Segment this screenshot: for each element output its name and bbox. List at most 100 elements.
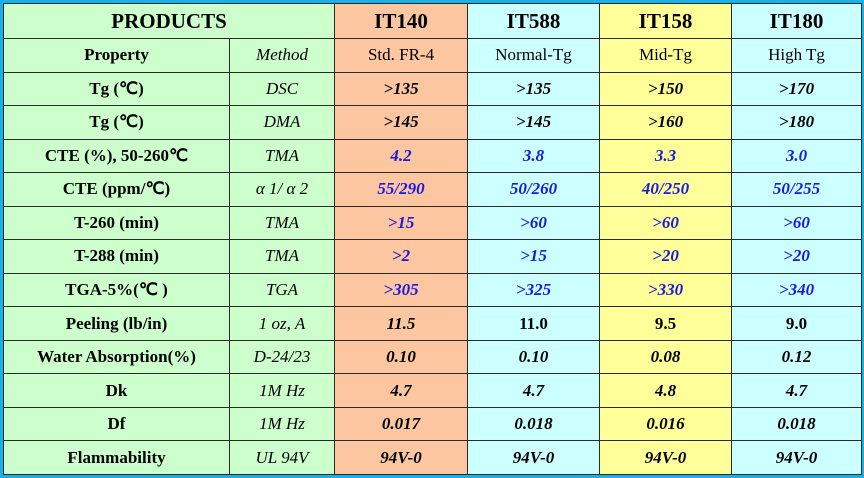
value-cell: >15 <box>467 239 601 274</box>
table-row: Water Absorption(%) D-24/23 0.10 0.10 0.08 0.… <box>3 339 863 375</box>
table-row: Dk 1M Hz 4.7 4.7 4.8 4.7 <box>3 373 863 408</box>
value-cell: 11.5 <box>334 306 469 341</box>
property-cell: Peeling (lb/in) <box>3 306 230 341</box>
value-cell: >145 <box>467 105 601 140</box>
table-row: Flammability UL 94V 94V-0 94V-0 94V-0 94V-0 <box>3 440 863 475</box>
method-cell: TMA <box>228 205 336 241</box>
table-body: Property Method Std. FR-4 Normal-Tg Mid-Tg Hi… <box>3 38 863 475</box>
value-cell: >135 <box>467 71 601 107</box>
value-cell: 94V-0 <box>334 440 469 475</box>
properties-table: PRODUCTS IT140 IT588 IT158 IT180 Propert… <box>2 3 863 475</box>
header-title: PRODUCTS <box>2 3 336 39</box>
value-cell: 0.018 <box>731 406 863 442</box>
value-cell: 0.12 <box>731 339 863 375</box>
value-cell: >150 <box>599 71 733 107</box>
method-cell: TGA <box>228 272 336 308</box>
value-cell: 4.8 <box>599 373 733 408</box>
table-row: Tg (℃) DSC >135 >135 >150 >170 <box>3 71 863 107</box>
method-cell: TMA <box>228 138 336 174</box>
method-cell: TMA <box>228 239 336 274</box>
value-cell: 0.10 <box>334 339 469 375</box>
value-cell: 3.0 <box>731 138 863 174</box>
value-cell: Std. FR-4 <box>334 38 469 73</box>
header-product: IT180 <box>731 3 863 39</box>
header-row: PRODUCTS IT140 IT588 IT158 IT180 <box>2 3 863 39</box>
property-cell: TGA-5%(℃ ) <box>3 272 230 308</box>
property-cell: Df <box>3 406 230 442</box>
property-cell: Dk <box>3 373 230 408</box>
value-cell: >20 <box>599 239 733 274</box>
value-cell: >15 <box>334 205 469 241</box>
value-cell: 4.7 <box>334 373 469 408</box>
method-cell: Method <box>228 38 336 73</box>
property-cell: Tg (℃) <box>3 71 230 107</box>
method-cell: 1M Hz <box>228 406 336 442</box>
value-cell: >160 <box>599 105 733 140</box>
property-cell: Property <box>3 38 230 73</box>
value-cell: 55/290 <box>334 172 469 207</box>
value-cell: >340 <box>731 272 863 308</box>
property-cell: T-260 (min) <box>3 205 230 241</box>
property-cell: Flammability <box>3 440 230 475</box>
value-cell: 9.0 <box>731 306 863 341</box>
value-cell: 4.7 <box>467 373 601 408</box>
table-row: T-288 (min) TMA >2 >15 >20 >20 <box>3 239 863 274</box>
value-cell: >330 <box>599 272 733 308</box>
value-cell: Normal-Tg <box>467 38 601 73</box>
header-product: IT140 <box>334 3 469 39</box>
value-cell: >60 <box>731 205 863 241</box>
table-row: Property Method Std. FR-4 Normal-Tg Mid-Tg Hi… <box>3 38 863 73</box>
method-cell: UL 94V <box>228 440 336 475</box>
value-cell: >60 <box>599 205 733 241</box>
value-cell: 0.08 <box>599 339 733 375</box>
value-cell: >135 <box>334 71 469 107</box>
table-row: T-260 (min) TMA >15 >60 >60 >60 <box>3 205 863 241</box>
value-cell: >325 <box>467 272 601 308</box>
value-cell: >180 <box>731 105 863 140</box>
method-cell: 1M Hz <box>228 373 336 408</box>
value-cell: >20 <box>731 239 863 274</box>
table-row: TGA-5%(℃ ) TGA >305 >325 >330 >340 <box>3 272 863 308</box>
value-cell: >305 <box>334 272 469 308</box>
value-cell: 40/250 <box>599 172 733 207</box>
method-cell: DMA <box>228 105 336 140</box>
value-cell: 94V-0 <box>599 440 733 475</box>
method-cell: D-24/23 <box>228 339 336 375</box>
value-cell: 50/260 <box>467 172 601 207</box>
method-cell: 1 oz, A <box>228 306 336 341</box>
value-cell: 0.018 <box>467 406 601 442</box>
method-cell: α 1/ α 2 <box>228 172 336 207</box>
table-row: CTE (ppm/℃) α 1/ α 2 55/290 50/260 40/250 50/… <box>3 172 863 207</box>
value-cell: >170 <box>731 71 863 107</box>
value-cell: >145 <box>334 105 469 140</box>
table-row: CTE (%), 50-260℃ TMA 4.2 3.8 3.3 3.0 <box>3 138 863 174</box>
value-cell: 9.5 <box>599 306 733 341</box>
value-cell: 3.3 <box>599 138 733 174</box>
property-cell: Tg (℃) <box>3 105 230 140</box>
value-cell: 3.8 <box>467 138 601 174</box>
property-cell: CTE (%), 50-260℃ <box>3 138 230 174</box>
value-cell: 0.016 <box>599 406 733 442</box>
value-cell: 0.10 <box>467 339 601 375</box>
value-cell: High Tg <box>731 38 863 73</box>
table-row: Tg (℃) DMA >145 >145 >160 >180 <box>3 105 863 140</box>
property-cell: Water Absorption(%) <box>3 339 230 375</box>
value-cell: 4.2 <box>334 138 469 174</box>
value-cell: 50/255 <box>731 172 863 207</box>
value-cell: 11.0 <box>467 306 601 341</box>
value-cell: Mid-Tg <box>599 38 733 73</box>
value-cell: >60 <box>467 205 601 241</box>
table-row: Df 1M Hz 0.017 0.018 0.016 0.018 <box>3 406 863 442</box>
table-row: Peeling (lb/in) 1 oz, A 11.5 11.0 9.5 9.0 <box>3 306 863 341</box>
property-cell: T-288 (min) <box>3 239 230 274</box>
value-cell: 4.7 <box>731 373 863 408</box>
value-cell: >2 <box>334 239 469 274</box>
header-product: IT588 <box>467 3 601 39</box>
value-cell: 0.017 <box>334 406 469 442</box>
header-product: IT158 <box>599 3 733 39</box>
property-cell: CTE (ppm/℃) <box>3 172 230 207</box>
method-cell: DSC <box>228 71 336 107</box>
value-cell: 94V-0 <box>467 440 601 475</box>
